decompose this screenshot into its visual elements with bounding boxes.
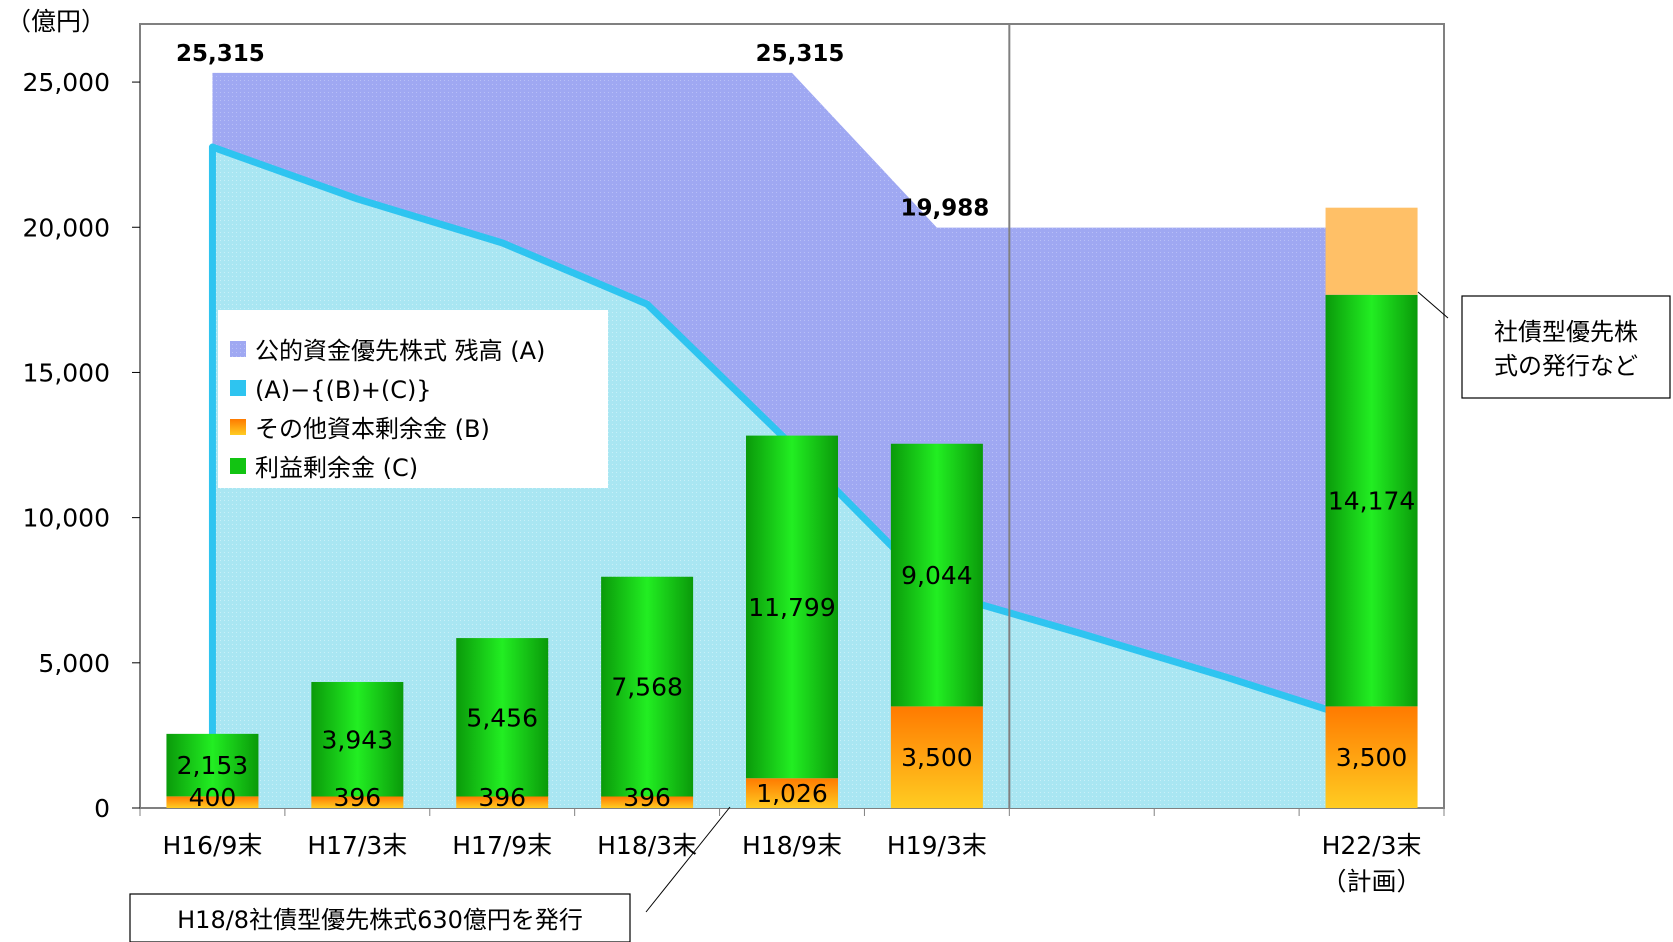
legend-swatch-b: [230, 419, 246, 435]
bar-b: [746, 778, 838, 808]
x-category-label: H19/3末: [887, 831, 987, 860]
y-axis-ticks: 0 5,000 10,000 15,000 20,000 25,000: [23, 68, 140, 823]
bar-c: [166, 733, 259, 797]
legend-label-diff: (A)−{(B)+(C)}: [255, 376, 432, 404]
bar-b: [890, 706, 983, 808]
bar-c: [890, 443, 983, 707]
label-c: 9,044: [901, 561, 973, 590]
bar-series: [166, 207, 1418, 808]
line-diff: [208, 143, 1373, 808]
label-b: 396: [333, 783, 381, 812]
bar-b: [166, 796, 259, 808]
bar-c: [311, 682, 404, 797]
label-c: 3,943: [322, 725, 394, 754]
label-c: 5,456: [466, 703, 538, 732]
legend-label-b: その他資本剰余金 (B): [255, 415, 490, 443]
legend-swatch-diff: [230, 380, 246, 396]
legend-swatch-a: [230, 341, 246, 357]
right-annotation-line2: 式の発行など: [1494, 352, 1638, 380]
y-unit-label: （億円）: [6, 7, 106, 36]
bar-c: [1325, 294, 1418, 707]
x-category-label: H18/9末: [742, 831, 842, 860]
label-c: 2,153: [177, 751, 249, 780]
bottom-annotation-text: H18/8社債型優先株式630億円を発行: [177, 906, 583, 934]
x-category-label: H17/3末: [307, 831, 407, 860]
y-tick-label: 25,000: [23, 68, 110, 97]
label-c: 7,568: [611, 673, 683, 702]
y-tick-label: 15,000: [23, 358, 110, 387]
right-annotation-line1: 社債型優先株: [1494, 318, 1638, 346]
bottom-annotation-box: [129, 893, 631, 942]
x-category-sublabel: （計画）: [1322, 867, 1422, 896]
label-a: 25,315: [176, 41, 265, 67]
label-b: 1,026: [756, 779, 828, 808]
legend-label-a: 公的資金優先株式 残高 (A): [255, 337, 545, 365]
right-annotation: 社債型優先株 式の発行など: [1417, 291, 1671, 399]
bar-b: [601, 796, 694, 808]
legend-box: [218, 310, 608, 488]
legend: 公的資金優先株式 残高 (A) (A)−{(B)+(C)} その他資本剰余金 (…: [218, 310, 608, 488]
x-category-label: H18/3末: [597, 831, 697, 860]
label-b: 3,500: [1336, 743, 1408, 772]
y-tick-label: 10,000: [23, 504, 110, 533]
y-tick-label: 20,000: [23, 213, 110, 242]
right-annotation-leader: [1417, 291, 1449, 319]
label-c: 11,799: [748, 593, 835, 622]
bar-b: [1325, 706, 1418, 808]
bar-planned: [1325, 207, 1418, 295]
x-axis-categories: H16/9末 H17/3末 H17/9末 H18/3末 H18/9末 H19/3末 H22/…: [139, 808, 1445, 896]
legend-swatch-c: [230, 458, 246, 474]
x-category-label: H16/9末: [162, 831, 262, 860]
label-b: 396: [623, 783, 671, 812]
label-b: 400: [189, 783, 237, 812]
bar-b: [456, 796, 549, 808]
x-category-label: H17/9末: [452, 831, 552, 860]
label-a: 19,988: [901, 196, 990, 222]
label-a: 25,315: [756, 41, 845, 67]
right-annotation-box: [1461, 295, 1671, 399]
bottom-annotation-leader: [645, 806, 731, 913]
bar-c: [456, 638, 549, 797]
x-category-label: H22/3末: [1322, 831, 1422, 860]
y-tick-label: 5,000: [38, 649, 110, 678]
legend-label-c: 利益剰余金 (C): [255, 454, 418, 482]
label-b: 3,500: [901, 743, 973, 772]
label-b: 396: [478, 783, 526, 812]
bottom-annotation: H18/8社債型優先株式630億円を発行: [129, 806, 731, 942]
y-tick-label: 0: [94, 794, 110, 823]
data-labels: 400 2,153 396 3,943 396 5,456 396 7,568 1,026 11,…: [176, 41, 1415, 812]
bar-b: [311, 796, 404, 808]
bar-c: [746, 435, 838, 779]
label-c: 14,174: [1328, 487, 1415, 516]
bar-c: [601, 576, 694, 797]
